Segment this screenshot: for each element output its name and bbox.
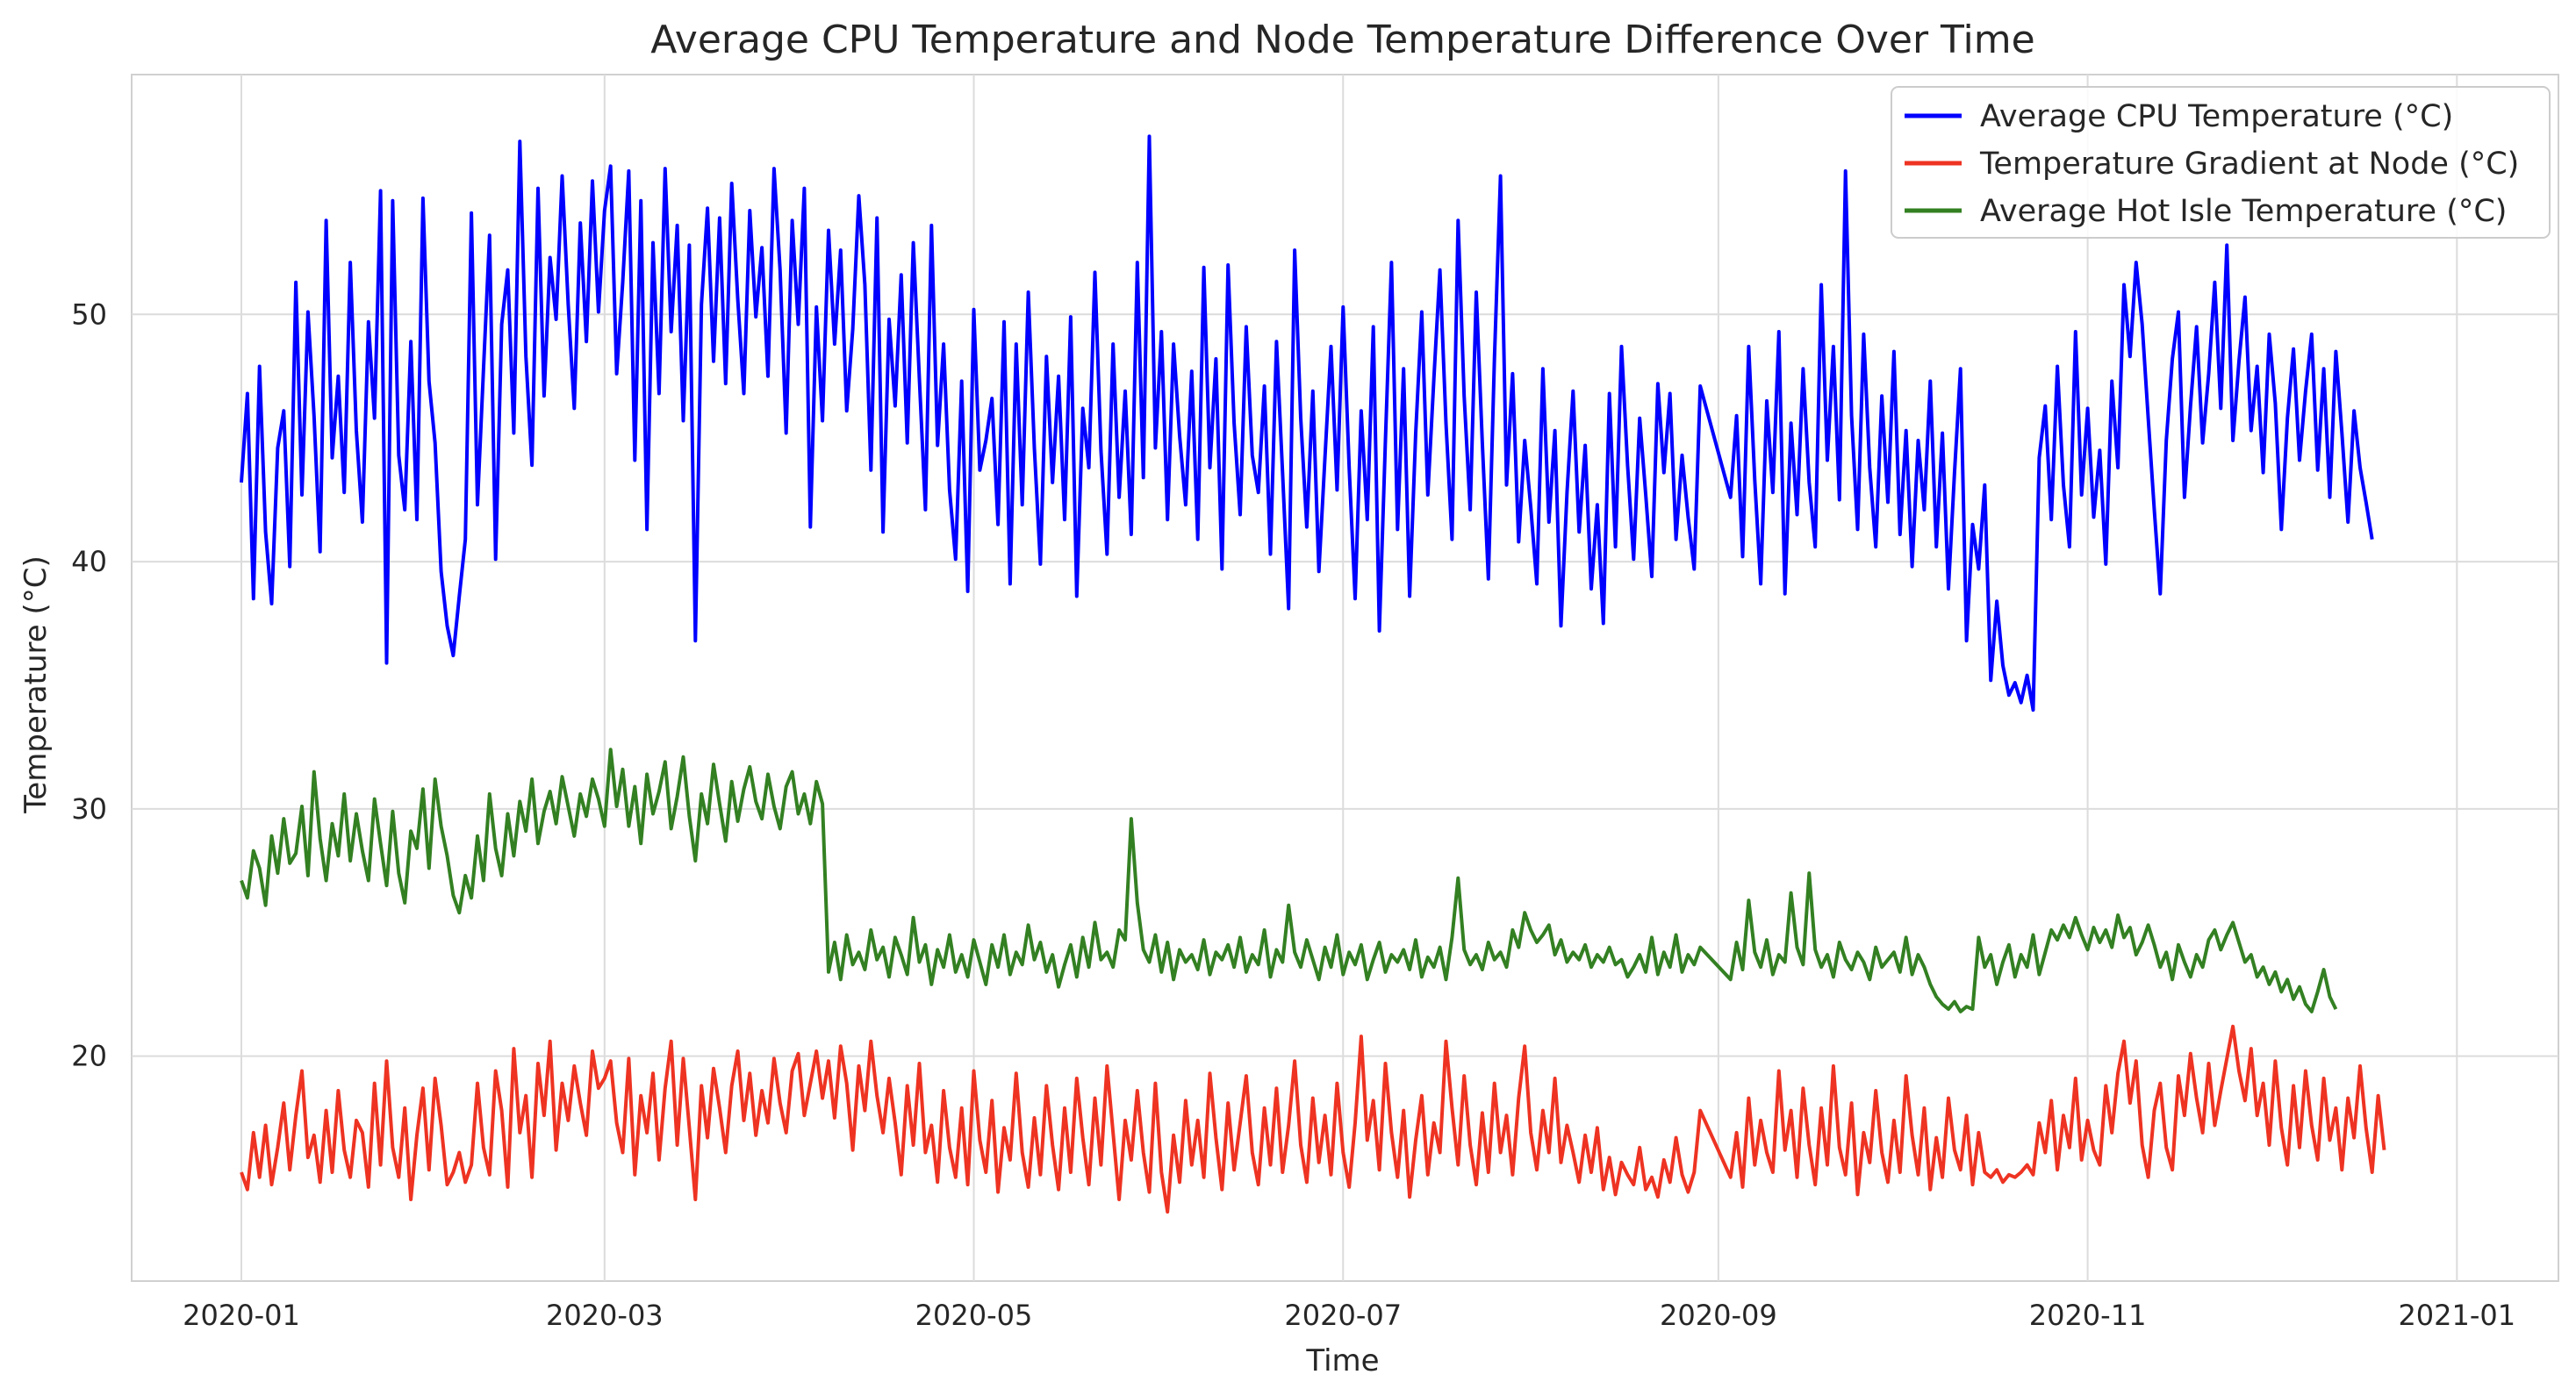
- legend-label-1: Temperature Gradient at Node (°C): [1979, 147, 2519, 182]
- tick-labels: 2020-01 2020-03 2020-05 2020-07 2020-09 2020-…: [71, 297, 2515, 1332]
- x-tick-label: 2020-07: [1284, 1299, 1402, 1332]
- chart-title: Average CPU Temperature and Node Tempera…: [650, 18, 2034, 62]
- legend-label-0: Average CPU Temperature (°C): [1980, 99, 2453, 134]
- series-lines: [240, 134, 2386, 1214]
- x-tick-label: 2020-11: [2029, 1299, 2147, 1332]
- x-tick-label: 2020-05: [915, 1299, 1033, 1332]
- y-tick-label: 30: [71, 792, 107, 826]
- legend-label-2: Average Hot Isle Temperature (°C): [1980, 194, 2507, 229]
- legend: Average CPU Temperature (°C) Temperature …: [1891, 86, 2551, 239]
- series-line-1: [240, 1024, 2386, 1214]
- y-tick-label: 20: [71, 1040, 107, 1073]
- series-line-0: [240, 134, 2374, 712]
- x-tick-label: 2020-09: [1660, 1299, 1777, 1332]
- x-axis-label: Time: [1305, 1343, 1379, 1378]
- x-tick-label: 2020-01: [183, 1299, 300, 1332]
- y-axis-label: Temperature (°C): [18, 555, 54, 813]
- series-line-2: [240, 748, 2338, 1013]
- y-tick-label: 40: [71, 545, 107, 578]
- legend-box: [1891, 86, 2551, 239]
- y-tick-label: 50: [71, 297, 107, 331]
- x-tick-label: 2020-03: [546, 1299, 664, 1332]
- x-tick-label: 2021-01: [2398, 1299, 2515, 1332]
